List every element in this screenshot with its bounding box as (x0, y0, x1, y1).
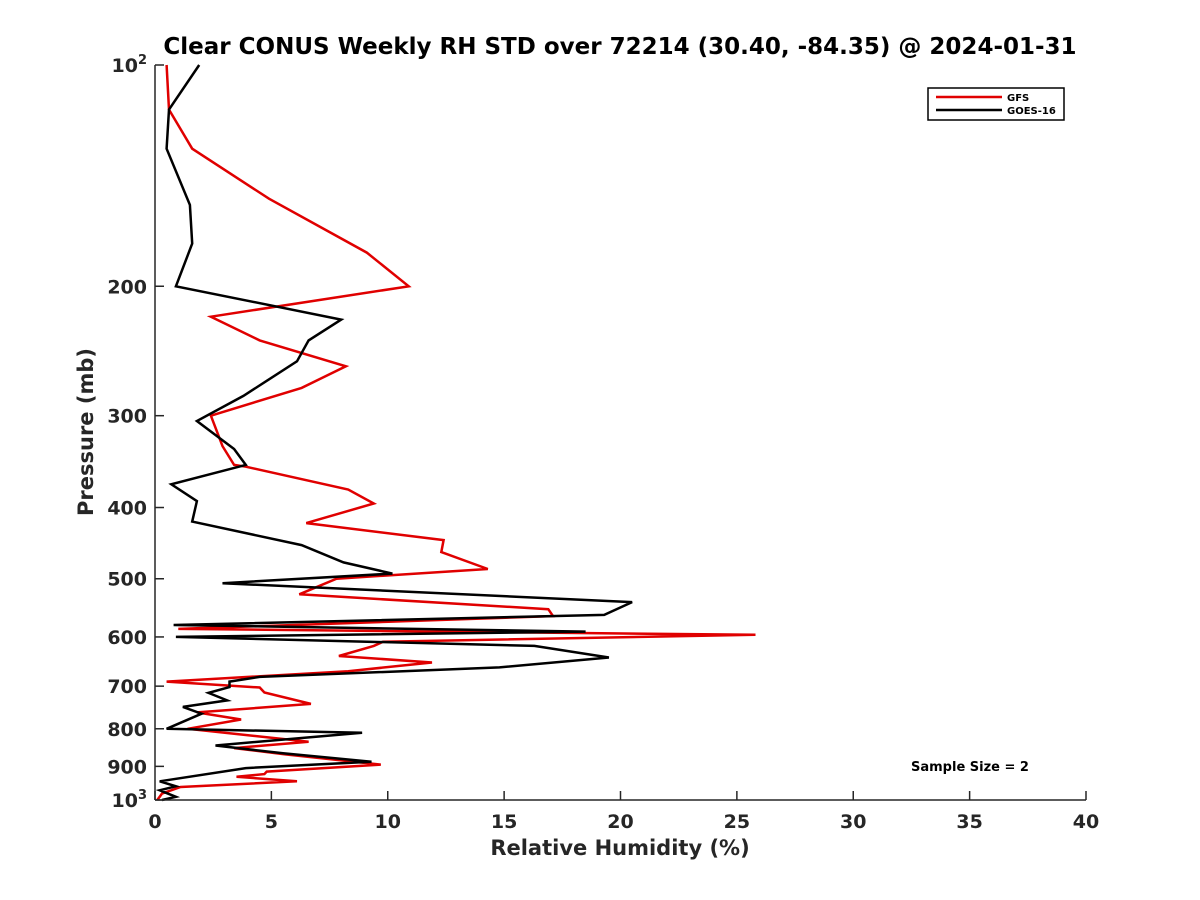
y-tick-label: 103 (112, 788, 148, 812)
y-tick-label: 102 (112, 53, 148, 77)
legend-box (927, 87, 1065, 121)
x-tick-label: 20 (607, 811, 633, 833)
x-tick-label: 30 (840, 811, 866, 833)
x-tick-label: 0 (148, 811, 161, 833)
y-tick-label: 500 (107, 569, 147, 591)
y-tick-label: 700 (107, 676, 147, 698)
y-tick-label: 800 (107, 719, 147, 741)
series-line-goes16 (155, 64, 633, 802)
y-tick-label: 600 (107, 627, 147, 649)
legend: GFS GOES-16 (927, 87, 1065, 121)
y-tick-label: 900 (107, 756, 147, 778)
sample-size-annotation: Sample Size = 2 (911, 760, 1029, 775)
x-tick-label: 10 (375, 811, 401, 833)
series-layer (155, 64, 756, 802)
x-tick-label: 25 (724, 811, 750, 833)
x-tick-label: 40 (1073, 811, 1099, 833)
x-tick-label: 5 (265, 811, 278, 833)
x-tick-label: 15 (491, 811, 517, 833)
legend-label-goes16: GOES-16 (1007, 106, 1056, 117)
x-axis-title: Relative Humidity (%) (490, 836, 749, 860)
y-tick-label: 400 (107, 498, 147, 520)
y-tick-label: 200 (107, 276, 147, 298)
y-axis-title: Pressure (mb) (74, 348, 98, 516)
x-ticks: 0 5 10 15 20 25 30 35 40 (148, 791, 1099, 833)
y-tick-label: 300 (107, 406, 147, 428)
legend-label-gfs: GFS (1007, 93, 1029, 104)
x-tick-label: 35 (956, 811, 982, 833)
y-ticks: 102 200 300 400 500 600 700 800 900 103 (107, 53, 164, 812)
chart-title: Clear CONUS Weekly RH STD over 72214 (30… (163, 34, 1076, 60)
